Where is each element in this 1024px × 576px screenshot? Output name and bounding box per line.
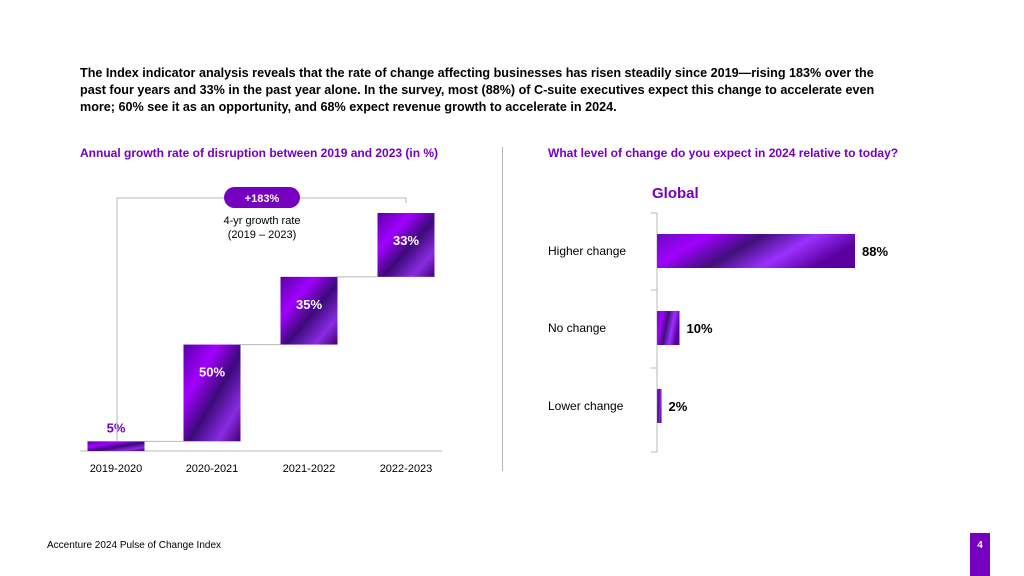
hbar-bar (657, 234, 855, 268)
waterfall-bar (183, 344, 241, 442)
growth-annotation-line2: (2019 – 2023) (228, 229, 297, 241)
hbar-category-label: Higher change (548, 244, 626, 258)
hbar-category-label: No change (548, 321, 606, 335)
hbar-chart-title: What level of change do you expect in 20… (548, 146, 899, 160)
growth-annotation-line1: 4-yr growth rate (223, 215, 300, 227)
waterfall-bar (377, 213, 435, 277)
waterfall-value-label: 35% (296, 297, 322, 312)
waterfall-value-label: 33% (393, 233, 419, 248)
hbar-value-label: 2% (669, 399, 688, 414)
hbar-value-label: 88% (862, 244, 888, 259)
hbar-category-label: Lower change (548, 399, 624, 413)
hbar-bar (657, 389, 662, 423)
growth-badge (224, 187, 300, 208)
chart-divider (502, 147, 503, 471)
hbar-value-label: 10% (687, 321, 713, 336)
waterfall-chart-title: Annual growth rate of disruption between… (80, 146, 439, 160)
waterfall-value-label: 50% (199, 365, 225, 380)
growth-badge-label: +183% (245, 193, 280, 205)
footer-source: Accenture 2024 Pulse of Change Index (47, 540, 222, 551)
waterfall-category-label: 2019-2020 (90, 463, 143, 475)
waterfall-category-label: 2021-2022 (283, 463, 336, 475)
hbar-subtitle: Global (652, 185, 699, 202)
intro-paragraph: The Index indicator analysis reveals tha… (80, 66, 875, 114)
page-number: 4 (970, 533, 990, 576)
waterfall-category-label: 2022-2023 (380, 463, 433, 475)
waterfall-bar (87, 441, 145, 451)
waterfall-bar (280, 276, 338, 345)
waterfall-value-label: 5% (107, 420, 126, 435)
waterfall-category-label: 2020-2021 (186, 463, 239, 475)
hbar-bar (657, 311, 680, 345)
